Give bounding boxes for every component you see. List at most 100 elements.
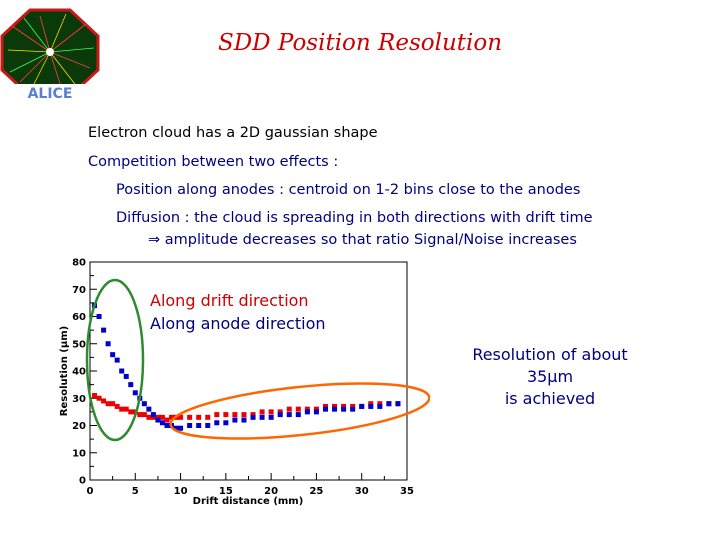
x-tick-label: 15 — [219, 486, 233, 497]
drift-direction-point — [322, 403, 328, 409]
drift-direction-point — [114, 403, 120, 409]
x-tick-label: 10 — [174, 486, 188, 497]
drift-direction-point — [350, 403, 356, 409]
x-axis-label: Drift distance (mm) — [193, 496, 304, 507]
plateau-highlight-ellipse — [169, 382, 430, 440]
anode-direction-point — [123, 373, 129, 379]
y-axis-label: Resolution (μm) — [59, 326, 70, 416]
anode-direction-point — [223, 420, 229, 426]
x-tick-label: 30 — [355, 486, 369, 497]
drift-direction-point — [196, 414, 202, 420]
anode-direction-point — [178, 425, 184, 431]
drift-direction-point — [119, 406, 125, 412]
anode-direction-point — [150, 412, 156, 418]
legend-drift-direction: Along drift direction — [150, 291, 309, 310]
drift-direction-point — [187, 414, 193, 420]
bullet-line-2: Competition between two effects : — [88, 154, 339, 170]
drift-direction-point — [150, 414, 156, 420]
y-tick-label: 10 — [72, 448, 86, 459]
anode-direction-point — [205, 423, 211, 428]
drift-direction-point — [332, 403, 338, 409]
conclusion-text: Resolution of about 35μm is achieved — [450, 344, 650, 410]
anode-direction-point — [304, 409, 310, 415]
anode-direction-point — [313, 409, 319, 415]
anode-direction-point — [132, 390, 138, 396]
y-tick-label: 70 — [72, 285, 86, 296]
anode-direction-point — [395, 401, 401, 407]
y-tick-label: 60 — [72, 312, 86, 323]
anode-direction-point — [286, 412, 292, 418]
resolution-chart: 0 5 10 15 20 25 30 35 0 10 20 30 40 50 60 70 80 Resoluti… — [59, 258, 430, 507]
drift-direction-point — [341, 403, 347, 409]
anode-direction-point — [96, 314, 102, 319]
drift-direction-point — [377, 401, 383, 407]
anode-direction-point — [196, 423, 202, 428]
anode-direction-point — [377, 403, 383, 409]
anode-direction-point — [101, 327, 107, 333]
y-tick-label: 40 — [72, 367, 86, 378]
anode-direction-point — [386, 401, 392, 407]
low-distance-highlight-ellipse — [85, 278, 145, 442]
x-tick-label: 0 — [87, 486, 94, 497]
anode-direction-point — [359, 403, 365, 409]
anode-direction-point — [259, 414, 265, 420]
drift-direction-point — [250, 412, 256, 418]
drift-direction-point — [368, 401, 374, 407]
y-tick-label: 30 — [72, 394, 86, 405]
drift-direction-point — [214, 412, 220, 418]
anode-direction-point — [141, 401, 147, 407]
legend-anode-direction: Along anode direction — [150, 314, 326, 333]
anode-direction-point — [128, 382, 134, 388]
drift-direction-point — [286, 406, 292, 412]
drift-direction-point — [205, 414, 211, 420]
x-tick-label: 5 — [132, 486, 139, 497]
x-tick-label: 25 — [309, 486, 323, 497]
drift-direction-point — [123, 406, 129, 412]
y-tick-label: 50 — [72, 339, 86, 350]
bullet-line-5: ⇒ amplitude decreases so that ratio Sign… — [148, 232, 577, 248]
anode-direction-point — [187, 423, 193, 428]
anode-direction-point — [214, 420, 220, 426]
drift-direction-point — [101, 398, 107, 404]
drift-direction-point — [277, 409, 283, 415]
conclusion-line-1: Resolution of about 35μm — [472, 345, 628, 386]
y-tick-label: 0 — [79, 476, 86, 487]
conclusion-line-2: is achieved — [504, 389, 596, 408]
x-tick-label: 20 — [264, 486, 278, 497]
drift-direction-point — [313, 406, 319, 412]
anode-direction-point — [350, 406, 356, 412]
anode-direction-point — [105, 341, 111, 347]
anode-direction-point — [250, 414, 256, 420]
anode-direction-point — [277, 412, 283, 418]
drift-direction-point — [96, 395, 102, 401]
bullet-line-4: Diffusion : the cloud is spreading in bo… — [116, 210, 593, 226]
anode-direction-point — [164, 423, 170, 428]
anode-direction-point — [268, 414, 274, 420]
drift-direction-point — [164, 417, 170, 423]
anode-direction-point — [341, 406, 347, 412]
anode-direction-point — [322, 406, 328, 412]
x-tick-label: 35 — [400, 486, 414, 497]
drift-direction-point — [232, 412, 238, 418]
drift-direction-point — [268, 409, 274, 415]
slide-title: SDD Position Resolution — [217, 30, 503, 56]
drift-direction-point — [259, 409, 265, 415]
anode-direction-point — [241, 417, 247, 423]
y-tick-label: 80 — [72, 258, 86, 269]
anode-direction-point — [332, 406, 338, 412]
drift-direction-point — [178, 414, 184, 420]
drift-direction-point — [128, 409, 134, 415]
bullet-line-3: Position along anodes : centroid on 1-2 … — [116, 182, 581, 198]
svg-text:ALICE: ALICE — [28, 86, 73, 100]
drift-direction-point — [146, 414, 152, 420]
drift-direction-point — [141, 412, 147, 418]
anode-direction-point — [368, 403, 374, 409]
anode-direction-point — [114, 357, 120, 363]
alice-logo: ALICE — [0, 8, 100, 100]
y-tick-label: 20 — [72, 421, 86, 432]
anode-direction-point — [110, 352, 116, 358]
anode-direction-point — [295, 412, 301, 418]
drift-direction-point — [304, 406, 310, 412]
bullet-line-1: Electron cloud has a 2D gaussian shape — [88, 125, 378, 141]
anode-direction-point — [155, 417, 161, 423]
